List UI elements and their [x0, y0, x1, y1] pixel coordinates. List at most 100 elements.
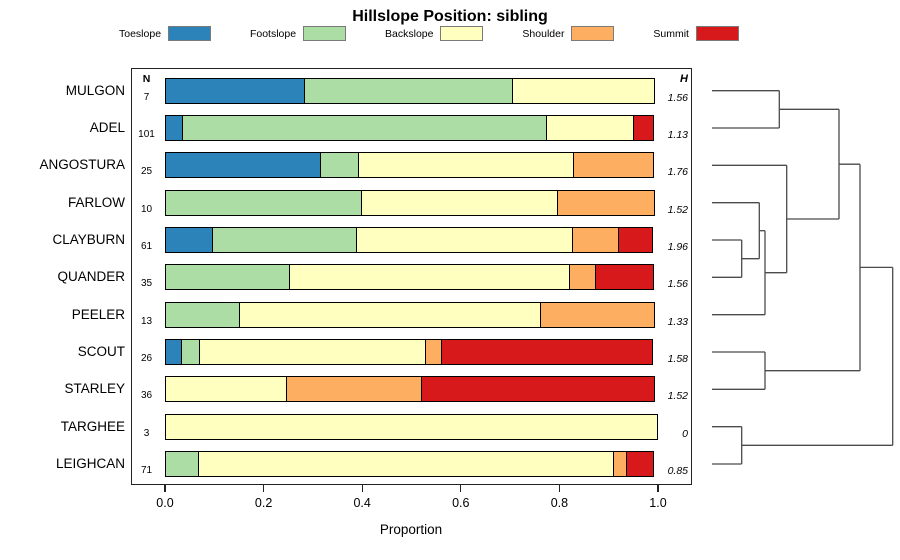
n-value: 71: [140, 465, 153, 477]
bar-segment-backslope: [360, 189, 559, 216]
bar-segment-backslope: [512, 77, 656, 104]
bar-segment-footslope: [304, 77, 514, 104]
bar-segment-summit: [625, 451, 655, 478]
legend-label: Toeslope: [119, 27, 162, 40]
n-value: 26: [140, 353, 153, 365]
n-value: 10: [140, 203, 153, 215]
x-tick-label: 0.8: [550, 496, 569, 510]
row-label: SCOUT: [77, 344, 125, 360]
n-value: 25: [140, 166, 153, 178]
x-tick: [262, 485, 265, 492]
row-label: CLAYBURN: [52, 232, 125, 248]
bar-segment-shoulder: [571, 227, 620, 254]
bar-segment-backslope: [357, 152, 575, 179]
row-label: STARLEY: [64, 381, 125, 397]
row-label: ANGOSTURA: [39, 157, 125, 173]
bar-segment-footslope: [165, 264, 291, 291]
x-tick: [164, 485, 166, 492]
row-label: ADEL: [89, 120, 125, 136]
bar-segment-backslope: [289, 264, 571, 291]
row-label: MULGON: [65, 82, 125, 98]
legend-item-shoulder: Shoulder: [522, 26, 615, 41]
n-value: 3: [143, 427, 150, 439]
legend-swatch-shoulder: [571, 26, 615, 41]
legend-label: Backslope: [385, 27, 434, 40]
bar-segment-backslope: [239, 301, 542, 328]
bar-segment-footslope: [181, 339, 201, 366]
h-value: 0: [682, 427, 688, 440]
bar-segment-footslope: [165, 451, 200, 478]
legend-label: Footslope: [249, 27, 297, 40]
stacked-bar: [165, 264, 655, 291]
stacked-bar: [165, 301, 656, 328]
n-column-header: N: [142, 73, 151, 85]
legend-item-footslope: Footslope: [249, 26, 347, 41]
bar-segment-footslope: [320, 152, 359, 179]
chart-title: Hillslope Position: sibling: [352, 8, 548, 25]
h-value: 1.76: [667, 166, 688, 179]
row-label: TARGHEE: [60, 418, 125, 434]
n-value: 101: [138, 129, 155, 141]
stacked-bar: [165, 152, 655, 179]
row-label: FARLOW: [67, 194, 125, 210]
stacked-bar: [165, 227, 653, 254]
row-label: QUANDER: [57, 269, 125, 285]
legend-item-backslope: Backslope: [385, 26, 484, 41]
x-tick-label: 0.2: [254, 496, 273, 510]
n-value: 13: [140, 315, 153, 327]
bar-segment-backslope: [355, 227, 574, 254]
bar-segment-shoulder: [540, 301, 656, 328]
h-value: 1.56: [667, 278, 688, 291]
row-label: LEIGHCAN: [55, 456, 125, 472]
bar-segment-toeslope: [165, 152, 322, 179]
legend: Toeslope Footslope Backslope Shoulder Summit: [119, 26, 739, 41]
bar-segment-summit: [420, 376, 656, 403]
bar-segment-shoulder: [285, 376, 423, 403]
stacked-bar: [165, 413, 658, 440]
h-value: 1.52: [667, 390, 688, 403]
h-value: 0.85: [667, 465, 688, 478]
h-value: 1.33: [667, 315, 688, 328]
h-value: 1.13: [667, 129, 688, 142]
bar-segment-footslope: [165, 301, 241, 328]
legend-label: Shoulder: [522, 27, 565, 40]
bar-segment-footslope: [211, 227, 357, 254]
x-tick: [460, 485, 462, 492]
legend-swatch-toeslope: [168, 26, 212, 41]
n-value: 35: [140, 278, 153, 290]
bar-segment-shoulder: [425, 339, 443, 366]
bar-segment-shoulder: [569, 264, 597, 291]
bar-segment-footslope: [181, 115, 548, 142]
legend-swatch-summit: [695, 26, 739, 41]
stacked-bar: [165, 339, 653, 366]
stacked-bar: [165, 189, 656, 216]
x-tick-label: 0.6: [452, 496, 470, 510]
bar-segment-summit: [595, 264, 655, 291]
bar-segment-summit: [633, 115, 655, 142]
bar-segment-backslope: [165, 376, 288, 403]
bar-segment-shoulder: [556, 189, 656, 216]
row-label: PEELER: [71, 306, 125, 322]
bar-segment-footslope: [165, 189, 363, 216]
x-axis-title: Proportion: [379, 522, 443, 537]
legend-swatch-backslope: [440, 26, 484, 41]
legend-item-toeslope: Toeslope: [119, 26, 212, 41]
h-value: 1.58: [667, 353, 688, 366]
n-value: 61: [140, 241, 153, 253]
n-value: 36: [140, 390, 153, 402]
bar-segment-backslope: [198, 339, 427, 366]
stacked-bar: [165, 451, 655, 478]
n-value: 7: [143, 91, 150, 103]
stacked-bar: [165, 115, 655, 142]
x-tick-label: 0.4: [353, 496, 371, 510]
x-tick-label: 1.0: [649, 496, 667, 510]
stacked-bar: [165, 77, 656, 104]
legend-item-summit: Summit: [653, 26, 739, 41]
h-column-header: H: [680, 73, 688, 85]
bar-segment-summit: [618, 227, 653, 254]
h-value: 1.52: [667, 203, 688, 216]
stacked-bar: [165, 376, 656, 403]
bar-segment-shoulder: [573, 152, 655, 179]
bar-segment-summit: [441, 339, 653, 366]
